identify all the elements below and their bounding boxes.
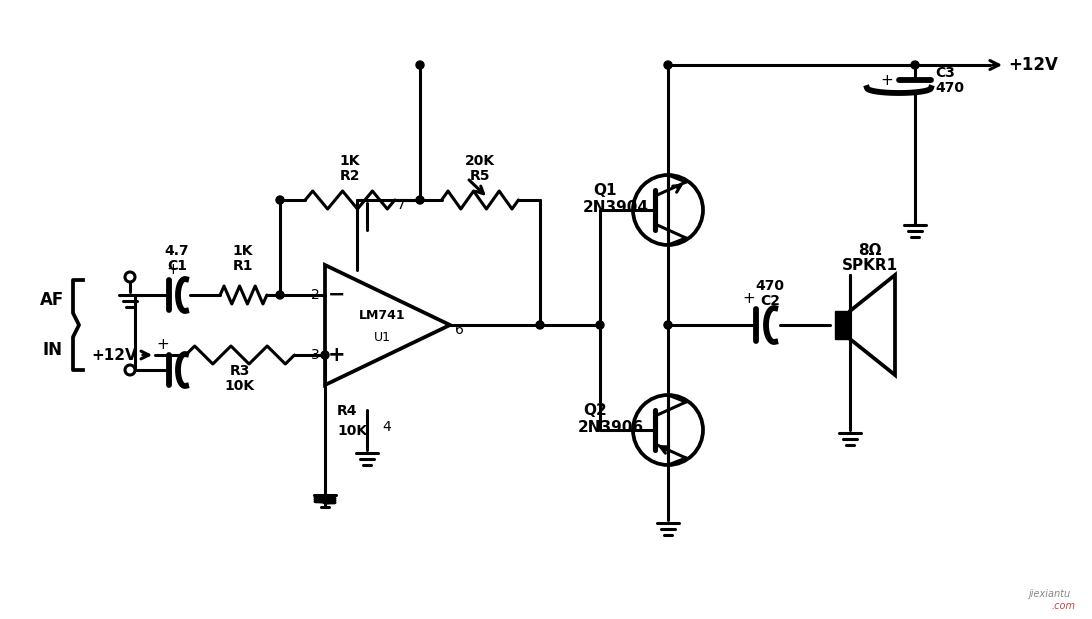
Circle shape [664,61,672,69]
Text: Q2: Q2 [583,403,607,418]
Circle shape [416,196,424,204]
Text: 470: 470 [756,279,784,293]
Text: +: + [329,345,346,365]
Circle shape [536,321,544,329]
Text: 470: 470 [935,81,964,95]
Text: 2N3904: 2N3904 [583,200,649,215]
Text: 2N3906: 2N3906 [578,420,644,435]
Text: .com: .com [1051,601,1075,611]
Text: +: + [156,337,169,352]
Text: 1K: 1K [340,154,360,168]
Text: 4: 4 [382,420,391,434]
Circle shape [596,321,604,329]
Text: C3: C3 [935,66,954,80]
Text: jiexiantu: jiexiantu [1028,589,1070,599]
Text: R2: R2 [340,169,360,183]
Text: SPKR1: SPKR1 [842,258,898,273]
Text: 2: 2 [311,288,320,302]
Text: IN: IN [41,341,62,359]
Circle shape [664,321,672,329]
Text: −: − [329,285,346,305]
Text: 7: 7 [397,198,406,212]
Circle shape [321,351,329,359]
Text: +12V: +12V [92,347,136,363]
Text: U1: U1 [373,331,391,344]
Text: 6: 6 [455,323,464,337]
Text: +: + [167,262,179,277]
Text: 8Ω: 8Ω [858,243,881,258]
Circle shape [911,61,919,69]
Text: 10K: 10K [337,424,367,438]
Text: C2: C2 [760,294,780,308]
Text: 3: 3 [311,348,320,362]
Text: 20K: 20K [465,154,495,168]
Circle shape [276,196,284,204]
Text: R4: R4 [337,404,357,418]
Circle shape [416,61,424,69]
Text: R5: R5 [470,169,490,183]
Text: C1: C1 [167,259,187,273]
Polygon shape [835,311,850,339]
Circle shape [276,291,284,299]
Text: +12V: +12V [1008,56,1058,74]
Text: +: + [880,72,893,87]
Text: R1: R1 [233,259,253,273]
Text: 4.7: 4.7 [165,244,189,258]
Text: AF: AF [40,291,64,309]
Text: +: + [743,291,756,306]
Text: LM741: LM741 [358,308,405,321]
Text: 10K: 10K [225,379,256,393]
Text: 1K: 1K [233,244,253,258]
Text: Q1: Q1 [593,183,617,198]
Text: R3: R3 [229,364,250,378]
